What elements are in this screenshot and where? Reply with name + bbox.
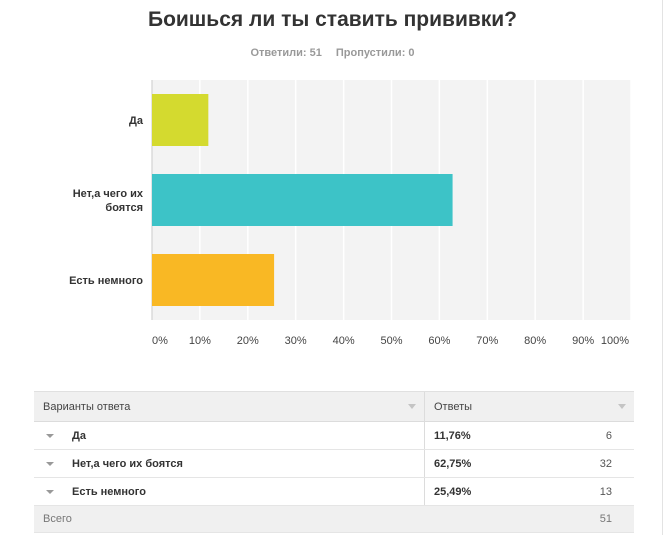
x-tick-label: 100% [601, 335, 629, 347]
page-edge [662, 0, 663, 535]
sort-icon[interactable] [618, 404, 626, 409]
x-tick-label: 0% [152, 335, 168, 347]
chevron-down-icon[interactable] [46, 489, 54, 494]
percent-cell: 25,49% [434, 485, 472, 498]
sort-icon[interactable] [408, 404, 416, 409]
chevron-down-icon[interactable] [46, 461, 54, 466]
x-tick-label: 10% [189, 335, 211, 347]
total-label-cell: Всего [34, 506, 425, 532]
option-cell: Да [34, 422, 425, 449]
x-tick-label: 80% [524, 335, 546, 347]
responses-column-header[interactable]: Ответы [425, 392, 634, 421]
bar-chart: Да Нет,а чего их боятся Есть немного 0% 10% 20… [69, 80, 632, 347]
category-label: Нет,а чего их [73, 188, 144, 200]
x-tick-label: 20% [237, 335, 259, 347]
skipped-count: Пропустили: 0 [335, 47, 415, 59]
option-cell: Нет,а чего их боятся [34, 450, 425, 477]
x-tick-label: 60% [428, 335, 450, 347]
category-label: боятся [105, 202, 143, 214]
total-count-cell: 51 [599, 513, 612, 525]
count-cell: 32 [599, 457, 612, 470]
table-footer-row: Всего 51 [34, 506, 634, 533]
table-row: Есть немного 25,49% 13 [34, 478, 634, 506]
bar [152, 254, 275, 306]
percent-cell: 62,75% [434, 457, 472, 470]
option-label: Нет,а чего их боятся [72, 457, 183, 470]
x-tick-label: 40% [333, 335, 355, 347]
x-tick-label: 70% [476, 335, 498, 347]
x-tick-label: 50% [380, 335, 402, 347]
chevron-down-icon[interactable] [46, 433, 54, 438]
option-label: Есть немного [72, 485, 146, 498]
x-tick-label: 90% [572, 335, 594, 347]
options-header-label: Варианты ответа [43, 400, 131, 413]
option-cell: Есть немного [34, 478, 425, 505]
page-title: Боишься ли ты ставить прививки? [147, 8, 518, 31]
responses-header-label: Ответы [434, 400, 473, 413]
category-label: Да [129, 115, 144, 127]
count-cell: 13 [599, 485, 612, 498]
percent-cell: 11,76% [434, 429, 471, 442]
results-table: Варианты ответа Ответы Да 11,76% 6 Нет,а… [34, 391, 634, 533]
response-stats: Ответили: 51 Пропустили: 0 [0, 47, 665, 59]
answered-count: Ответили: 51 [250, 47, 322, 59]
bar [152, 174, 453, 226]
x-tick-label: 30% [285, 335, 307, 347]
option-label: Да [72, 429, 86, 442]
table-header-row: Варианты ответа Ответы [34, 391, 634, 422]
bar [152, 94, 209, 146]
total-spacer [425, 506, 585, 532]
category-label: Есть немного [69, 275, 143, 287]
options-column-header[interactable]: Варианты ответа [34, 392, 425, 421]
count-cell: 6 [605, 429, 612, 442]
total-label: Всего [43, 513, 72, 525]
table-row: Нет,а чего их боятся 62,75% 32 [34, 450, 634, 478]
table-row: Да 11,76% 6 [34, 422, 634, 450]
